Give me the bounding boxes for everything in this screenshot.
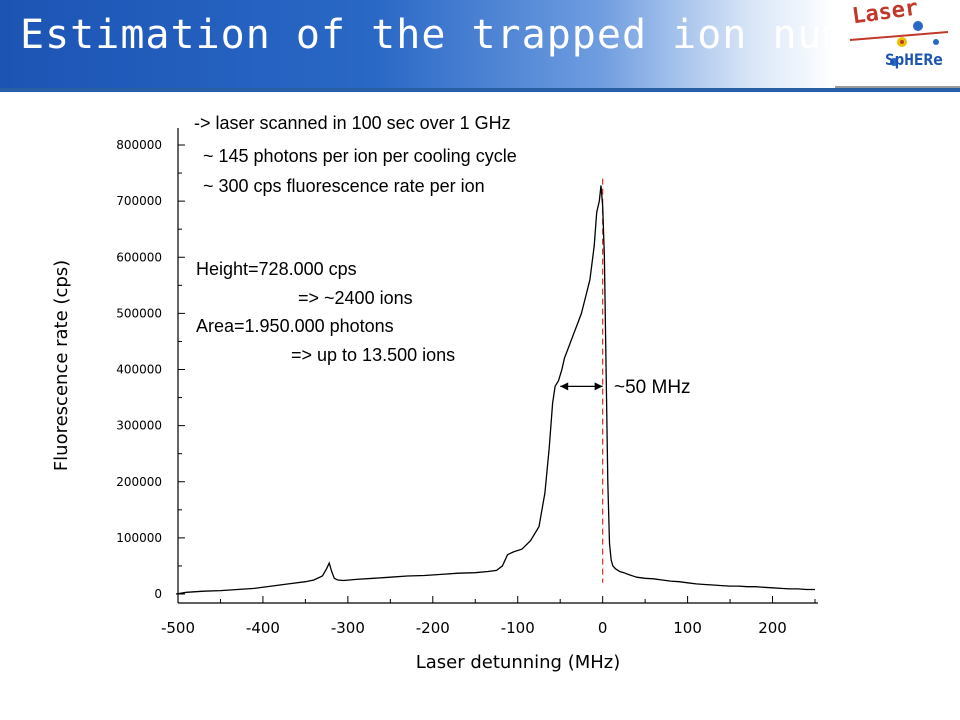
chart-ticks [177,144,816,603]
x-tick-label: -200 [416,619,450,637]
y-tick-label: 0 [154,587,162,601]
x-tick-label: -300 [331,619,365,637]
annotation-area-ions: => up to 13.500 ions [291,345,456,365]
fwhm-arrow-head-right [594,382,603,391]
x-tick-label: -400 [246,619,280,637]
logo-text-sphere: SpHERe [885,50,943,69]
slide-title: Estimation of the trapped ion number [20,12,923,58]
y-tick-label: 300000 [116,419,162,433]
x-tick-label: -500 [161,619,195,637]
fwhm-arrow-head-left [560,382,569,391]
x-tick-label: 200 [758,619,787,637]
logo-underline [835,86,960,88]
y-tick-label: 700000 [116,194,162,208]
title-divider [0,88,960,92]
annotation-photons-per-cycle: ~ 145 photons per ion per cooling cycle [203,146,517,166]
annotation-area: Area=1.950.000 photons [196,316,394,336]
y-tick-label: 100000 [116,531,162,545]
chart-axes [177,128,818,604]
y-tick-label: 500000 [116,306,162,320]
x-tick-label: 100 [673,619,702,637]
fwhm-arrow [560,382,603,391]
y-tick-label: 600000 [116,250,162,264]
x-axis-label: Laser detunning (MHz) [416,652,621,673]
annotation-height: Height=728.000 cps [196,259,357,279]
logo-graphic [849,21,949,66]
fwhm-label: ~50 MHz [614,377,691,398]
y-tick-label: 400000 [116,363,162,377]
y-axis-label: Fluorescence rate (cps) [51,260,72,471]
fluorescence-trace [175,185,815,595]
laser-sphere-logo: Laser SpHERe [838,0,960,90]
annotation-height-ions: => ~2400 ions [298,288,413,308]
chart-tick-labels: 0 100000 200000 300000 400000 500000 600000 700… [116,138,787,637]
annotation-scan: -> laser scanned in 100 sec over 1 GHz [194,113,511,133]
title-banner: Estimation of the trapped ion number [0,0,922,88]
y-tick-label: 200000 [116,475,162,489]
x-tick-label: -100 [501,619,535,637]
x-tick-label: 0 [598,619,608,637]
y-tick-label: 800000 [116,138,162,152]
annotation-cps-per-ion: ~ 300 cps fluorescence rate per ion [203,176,485,196]
